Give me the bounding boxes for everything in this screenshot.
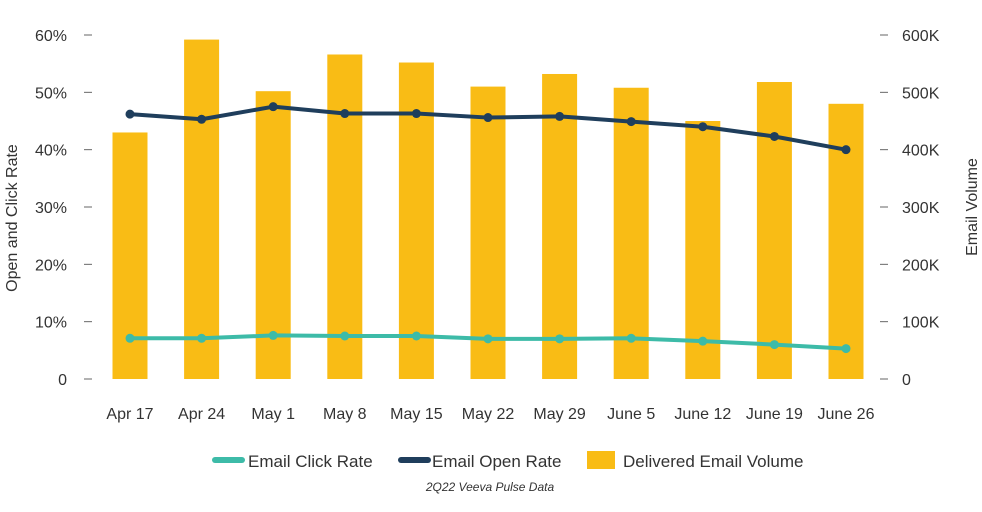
legend-label-click-rate: Email Click Rate [248, 452, 373, 471]
legend-label-open-rate: Email Open Rate [432, 452, 561, 471]
legend-label-email-volume: Delivered Email Volume [623, 452, 803, 471]
x-tick-label-may-8: May 8 [323, 406, 367, 423]
bar-may-22 [470, 86, 506, 379]
click-rate-point-may-22 [483, 334, 493, 344]
open-rate-point-may-8 [340, 109, 350, 119]
open-rate-point-june-12 [698, 122, 708, 132]
right-tick-label: 0 [902, 372, 911, 389]
left-tick-label: 10% [35, 315, 67, 332]
line-series-open-rate [125, 102, 851, 155]
x-tick-label-may-22: May 22 [462, 406, 515, 423]
legend-item-open-rate: Email Open Rate [398, 452, 561, 471]
x-tick-label-apr-24: Apr 24 [178, 406, 225, 423]
bar-series-delivered-email-volume [112, 39, 864, 380]
right-tick-label: 100K [902, 315, 940, 332]
open-rate-point-june-26 [841, 145, 851, 155]
click-rate-point-june-19 [769, 340, 779, 350]
open-rate-point-may-15 [411, 109, 421, 119]
left-tick-label: 0 [58, 372, 67, 389]
bar-may-8 [327, 54, 363, 379]
x-tick-label-may-29: May 29 [533, 406, 586, 423]
left-tick-label: 30% [35, 200, 67, 217]
open-rate-point-may-22 [483, 113, 493, 123]
open-rate-point-apr-17 [125, 109, 135, 119]
open-rate-point-apr-24 [197, 114, 207, 124]
click-rate-point-may-1 [268, 330, 278, 340]
bar-june-26 [828, 103, 864, 380]
bar-june-19 [756, 82, 792, 379]
x-axis: Apr 17 Apr 24 May 1 May 8 May 15 May 22 May 29… [106, 406, 874, 423]
click-rate-point-apr-17 [125, 333, 135, 343]
left-tick-label: 50% [35, 85, 67, 102]
legend-item-click-rate: Email Click Rate [212, 452, 373, 471]
click-rate-point-may-15 [411, 331, 421, 341]
x-tick-label-may-1: May 1 [251, 406, 295, 423]
source-caption: 2Q22 Veeva Pulse Data [425, 480, 555, 494]
right-axis: 0 100K 200K 300K 400K 500K 600K [880, 28, 940, 389]
open-rate-point-june-5 [626, 117, 636, 127]
open-rate-point-may-29 [555, 111, 565, 121]
x-tick-label-may-15: May 15 [390, 406, 443, 423]
bar-june-12 [685, 121, 721, 379]
x-tick-label-june-5: June 5 [607, 406, 655, 423]
left-tick-label: 40% [35, 143, 67, 160]
line-series-group [125, 102, 851, 354]
click-rate-point-june-12 [698, 336, 708, 346]
bar-apr-24 [184, 39, 220, 379]
click-rate-point-may-8 [340, 331, 350, 341]
open-rate-point-may-1 [268, 102, 278, 112]
open-rate-point-june-19 [769, 131, 779, 141]
click-rate-point-june-5 [626, 333, 636, 343]
right-tick-label: 600K [902, 28, 940, 45]
left-tick-label: 20% [35, 257, 67, 274]
left-axis: 0 10% 20% 30% 40% 50% 60% [35, 28, 92, 389]
line-series-click-rate [125, 330, 851, 354]
right-tick-label: 500K [902, 85, 940, 102]
right-axis-title: Email Volume [964, 158, 981, 256]
right-tick-label: 200K [902, 257, 940, 274]
click-rate-point-june-26 [841, 344, 851, 354]
right-tick-label: 300K [902, 200, 940, 217]
x-tick-label-apr-17: Apr 17 [106, 406, 153, 423]
x-tick-label-june-19: June 19 [746, 406, 803, 423]
left-tick-label: 60% [35, 28, 67, 45]
left-axis-title: Open and Click Rate [4, 144, 21, 292]
x-tick-label-june-12: June 12 [674, 406, 731, 423]
bar-may-29 [542, 73, 578, 379]
click-rate-point-apr-24 [197, 333, 207, 343]
x-tick-label-june-26: June 26 [818, 406, 875, 423]
right-tick-label: 400K [902, 143, 940, 160]
legend-swatch-email-volume [587, 451, 615, 469]
legend-item-email-volume: Delivered Email Volume [587, 451, 803, 471]
click-rate-point-may-29 [555, 334, 565, 344]
bar-june-5 [613, 87, 649, 379]
legend: Email Click Rate Email Open Rate Deliver… [212, 451, 803, 471]
